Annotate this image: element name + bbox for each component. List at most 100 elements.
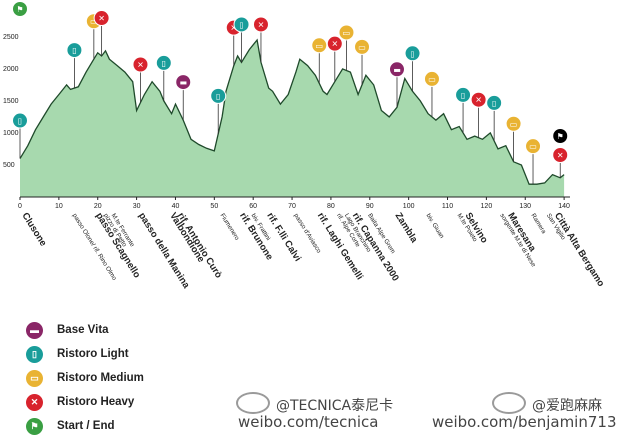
legend-item-heavy: ✕ Ristoro Heavy xyxy=(26,390,144,414)
stop-marker-medium xyxy=(423,70,440,87)
watermark-left-handle: @TECNICA泰尼卡 xyxy=(276,398,394,414)
place-label-minor: biv. Giuan xyxy=(425,212,446,240)
place-label-major: Città Alta Bergamo xyxy=(552,211,607,289)
stop-marker-light xyxy=(210,87,227,104)
tray-icon: ▭ xyxy=(529,142,537,151)
flag-icon: ⚑ xyxy=(26,417,43,435)
flag-icon: ⚑ xyxy=(557,132,564,141)
x-tick-label: 20 xyxy=(94,203,102,210)
bed-icon: ▬ xyxy=(26,321,43,339)
x-tick-label: 40 xyxy=(172,203,180,210)
tray-icon: ▭ xyxy=(315,41,323,50)
stop-marker-end xyxy=(552,128,569,144)
stop-marker-medium xyxy=(338,24,355,41)
fork-knife-icon: ✕ xyxy=(258,20,265,29)
fork-knife-icon: ✕ xyxy=(26,393,43,411)
place-label-major: Clusone xyxy=(19,211,48,249)
cup-icon: ▯ xyxy=(162,59,166,68)
axes-layer: 0 10 20 30 40 50 60 70 80 90 100 110 120 130 140 500 100… xyxy=(3,34,570,210)
stop-marker-medium xyxy=(505,115,522,132)
cup-icon: ▯ xyxy=(239,20,243,29)
tray-icon: ▭ xyxy=(90,17,98,26)
y-tick-label: 2500 xyxy=(3,34,19,41)
x-tick-label: 140 xyxy=(558,203,570,210)
place-label-minor: Ramera xyxy=(529,212,547,235)
cup-icon: ▯ xyxy=(492,99,496,108)
stop-marker-heavy xyxy=(470,91,487,108)
y-tick-label: 2000 xyxy=(3,66,19,73)
x-tick-label: 110 xyxy=(442,203,453,210)
y-tick-label: 1000 xyxy=(3,130,19,137)
y-tick-label: 1500 xyxy=(3,98,19,105)
stop-marker-heavy xyxy=(93,10,110,27)
cup-icon: ▯ xyxy=(410,49,414,58)
fork-knife-icon: ✕ xyxy=(557,151,564,160)
stop-marker-start xyxy=(12,1,28,17)
stop-marker-light xyxy=(12,112,28,129)
legend-label: Ristoro Light xyxy=(57,348,129,360)
tray-icon: ▭ xyxy=(510,120,518,129)
watermark-left-url: weibo.com/tecnica xyxy=(238,413,379,431)
x-tick-label: 50 xyxy=(210,203,218,210)
stop-marker-base xyxy=(388,61,405,78)
stop-marker-heavy xyxy=(326,35,343,52)
x-tick-label: 70 xyxy=(288,203,296,210)
x-tick-label: 10 xyxy=(55,203,63,210)
stop-marker-light xyxy=(155,54,172,71)
x-tick-label: 80 xyxy=(327,203,335,210)
stop-marker-light xyxy=(233,16,250,33)
legend-label: Start / End xyxy=(57,420,115,432)
stop-marker-light xyxy=(66,42,83,59)
legend-item-light: ▯ Ristoro Light xyxy=(26,342,144,366)
x-tick-label: 120 xyxy=(481,203,493,210)
profile-area xyxy=(20,40,565,197)
stop-marker-medium xyxy=(525,138,542,155)
tray-icon: ▭ xyxy=(343,28,351,37)
stop-marker-heavy xyxy=(252,16,269,33)
stop-marker-medium xyxy=(354,38,371,55)
bed-icon: ▬ xyxy=(179,78,187,87)
legend-item-start: ⚑ Start / End xyxy=(26,414,144,438)
stop-marker-heavy xyxy=(552,147,569,163)
cup-icon: ▯ xyxy=(461,91,465,100)
cup-icon: ▯ xyxy=(26,345,43,363)
fork-knife-icon: ✕ xyxy=(98,14,105,23)
stop-marker-light xyxy=(455,86,472,103)
place-labels-layer: Clusone passo Olone/ rif. Rino Olmopasso … xyxy=(19,211,606,291)
profile-area-layer xyxy=(19,38,565,197)
legend-label: Ristoro Medium xyxy=(57,372,144,384)
profile-line xyxy=(19,38,565,185)
legend-label: Ristoro Heavy xyxy=(57,396,135,408)
stop-marker-heavy xyxy=(132,56,149,73)
cup-icon: ▯ xyxy=(18,117,22,126)
tray-icon: ▭ xyxy=(358,43,366,52)
cup-icon: ▯ xyxy=(72,46,76,55)
legend-label: Base Vita xyxy=(57,324,109,336)
x-tick-label: 100 xyxy=(403,203,415,210)
bed-icon: ▬ xyxy=(393,65,401,74)
x-tick-label: 30 xyxy=(133,203,141,210)
flag-icon: ⚑ xyxy=(16,5,23,14)
weibo-logo-icon xyxy=(492,392,526,414)
x-tick-label: 0 xyxy=(18,203,22,210)
watermark-right-handle: @爱跑麻麻 xyxy=(532,398,602,414)
tray-icon: ▭ xyxy=(428,75,436,84)
legend: ▬ Base Vita ▯ Ristoro Light ▭ Ristoro Me… xyxy=(26,318,144,438)
watermark-right-url: weibo.com/benjamin713 xyxy=(432,413,617,431)
stop-marker-light xyxy=(404,45,421,62)
fork-knife-icon: ✕ xyxy=(475,96,482,105)
x-tick-label: 130 xyxy=(519,203,531,210)
stop-marker-medium xyxy=(311,37,328,54)
y-tick-label: 500 xyxy=(3,162,15,169)
stop-stems-layer xyxy=(19,25,561,185)
fork-knife-icon: ✕ xyxy=(230,24,237,33)
legend-item-medium: ▭ Ristoro Medium xyxy=(26,366,144,390)
fork-knife-icon: ✕ xyxy=(137,60,144,69)
x-tick-label: 90 xyxy=(366,203,374,210)
x-tick-label: 60 xyxy=(249,203,257,210)
weibo-logo-icon xyxy=(236,392,270,414)
stop-marker-base xyxy=(175,74,192,91)
stop-marker-light xyxy=(486,94,503,111)
stop-markers-layer: ▯⚑▯▭ ✕✕ ▯▬▯✕ ▯ ✕▭ ✕▭▭▬▯▭▯✕ ▯▭▭✕⚑ xyxy=(12,1,569,163)
